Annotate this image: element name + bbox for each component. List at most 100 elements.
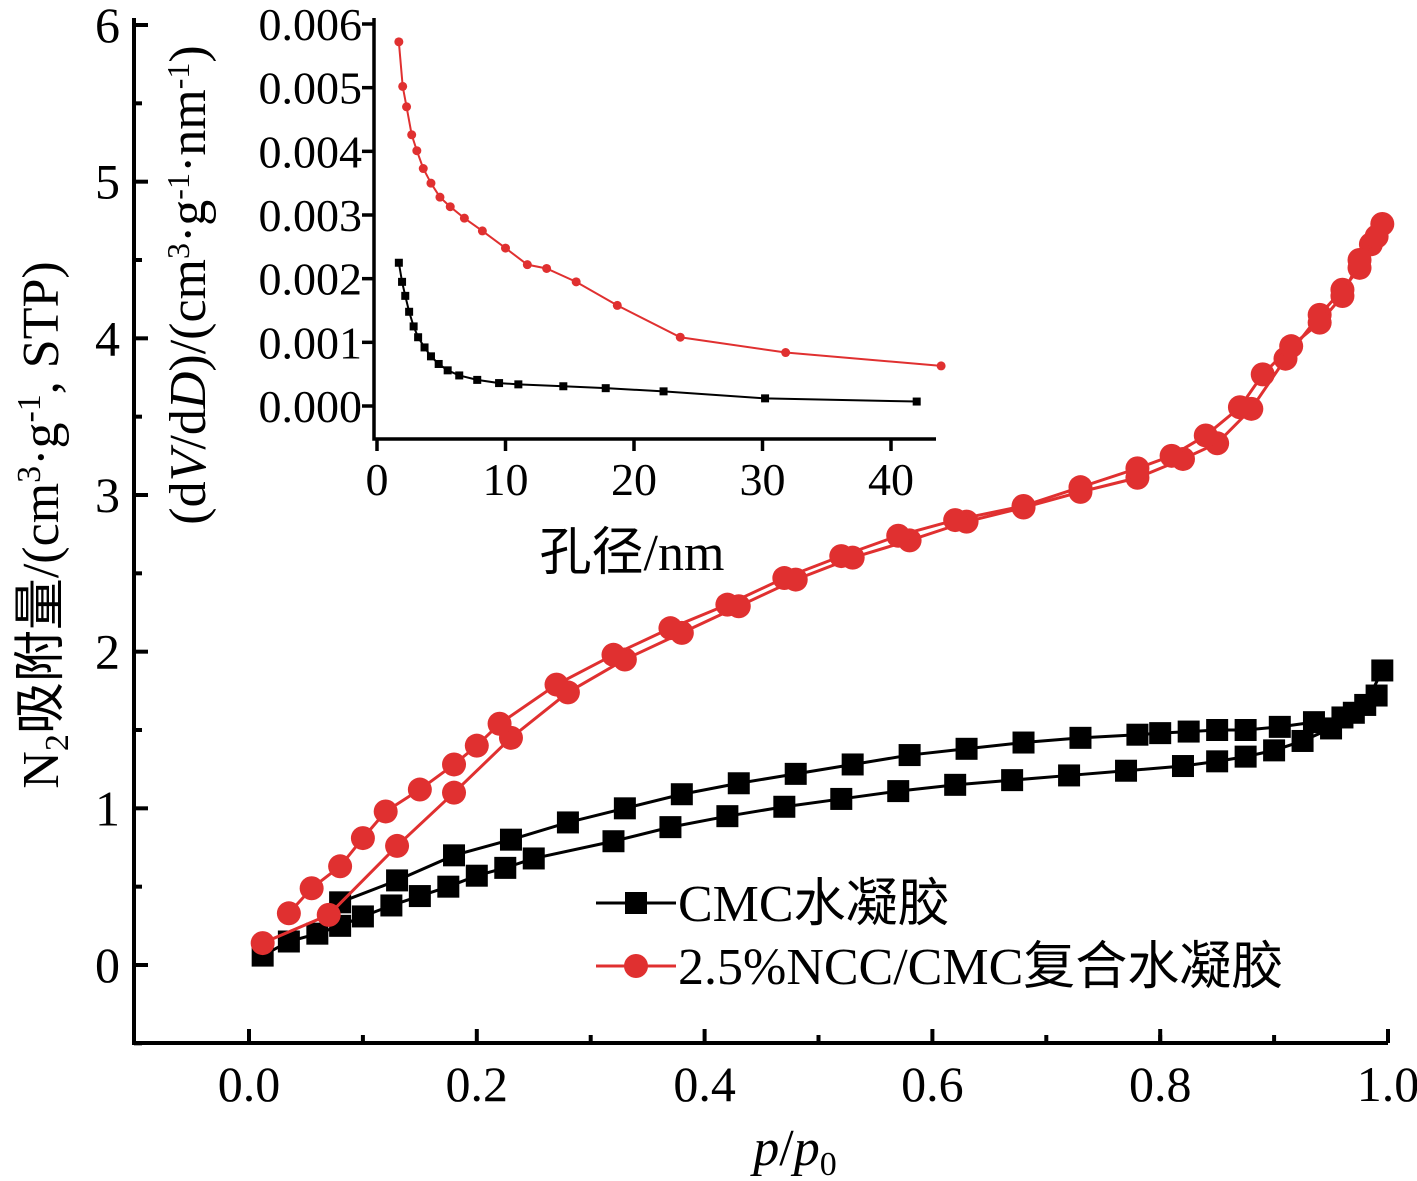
main-data-point — [830, 787, 853, 810]
inset-x-tick-label: 30 — [740, 454, 786, 505]
main-data-point — [556, 811, 579, 834]
main-data-point — [1268, 715, 1291, 738]
main-data-point — [1125, 456, 1150, 481]
inset-series-line — [397, 41, 942, 367]
main-x-ticks: 0.0 0.2 0.4 0.6 0.8 1.0 — [218, 1029, 1417, 1112]
main-data-point — [1291, 729, 1314, 752]
main-data-point — [1250, 362, 1275, 387]
inset-data-point — [426, 178, 436, 188]
main-data-point — [1206, 719, 1229, 741]
inset-data-point — [659, 387, 668, 396]
inset-y-tick-label: 0.002 — [259, 254, 363, 305]
main-data-point — [841, 753, 864, 776]
inset-data-point — [401, 291, 410, 300]
main-data-point — [544, 672, 569, 697]
main-data-point — [386, 869, 409, 892]
inset-data-point — [398, 81, 408, 91]
main-y-tick-label: 2 — [95, 624, 120, 680]
inset-y-tick-label: 0.004 — [259, 126, 363, 177]
main-data-point — [250, 931, 275, 956]
main-data-point — [385, 833, 410, 858]
main-data-point — [522, 847, 545, 870]
inset-data-point — [412, 146, 422, 156]
main-data-point — [1234, 719, 1257, 741]
main-data-point — [613, 797, 636, 820]
inset-data-point — [495, 379, 504, 388]
main-data-point — [886, 523, 911, 548]
main-data-point — [328, 854, 353, 879]
main-x-tick-label: 0.8 — [1129, 1056, 1192, 1112]
main-x-axis-title: p/p0 — [749, 1120, 836, 1181]
main-data-point — [277, 930, 300, 953]
inset-data-point — [434, 359, 443, 368]
inset-y-tick-label: 0.005 — [259, 63, 363, 114]
inset-x-axis-title: 孔径/nm — [540, 525, 725, 582]
main-data-point — [1149, 722, 1172, 745]
main-series-line-desorption — [287, 235, 1378, 915]
main-data-point — [464, 733, 489, 758]
main-data-point — [1001, 769, 1024, 792]
inset-x-tick-label: 10 — [483, 454, 529, 505]
inset-data-point — [402, 102, 412, 112]
main-data-point — [351, 905, 374, 928]
main-x-tick-label: 0.4 — [673, 1056, 736, 1112]
inset-y-axis-title: (dV/dD)/(cm3·g-1·nm-1) — [160, 45, 217, 524]
main-data-point — [1279, 334, 1304, 359]
inset-y-ticks: 0.000 0.001 0.002 0.003 0.004 0.005 0.006 — [259, 0, 374, 432]
main-y-ticks: 0 1 2 3 4 5 6 — [95, 0, 148, 1046]
main-data-point — [1058, 764, 1081, 787]
main-y-tick-label: 6 — [95, 0, 120, 53]
inset-y-tick-label: 0.003 — [259, 190, 363, 241]
inset-series — [394, 37, 946, 406]
inset-data-point — [559, 382, 568, 391]
main-data-point — [784, 762, 807, 785]
main-data-point — [1263, 739, 1286, 762]
main-y-tick-label: 4 — [95, 310, 120, 366]
main-y-tick-label: 0 — [95, 937, 120, 993]
main-y-tick-label: 5 — [95, 154, 120, 210]
inset-plot: 0.000 0.001 0.002 0.003 0.004 0.005 0.006 0 10 2… — [160, 0, 946, 582]
main-data-point — [1177, 720, 1200, 743]
main-data-point — [1069, 726, 1092, 749]
inset-data-point — [473, 375, 482, 384]
inset-series-1 — [394, 37, 946, 371]
main-data-point — [1159, 443, 1184, 468]
main-data-point — [276, 901, 301, 926]
inset-data-point — [394, 37, 404, 47]
main-data-point — [380, 894, 403, 917]
main-data-point — [1330, 284, 1355, 309]
main-x-tick-label: 0.6 — [901, 1056, 964, 1112]
inset-x-ticks: 0 10 20 30 40 — [366, 439, 914, 505]
main-data-point — [1115, 759, 1138, 782]
main-data-point — [829, 544, 854, 569]
inset-data-point — [781, 348, 791, 358]
main-data-point — [408, 885, 431, 908]
inset-series-0 — [394, 258, 921, 406]
inset-data-point — [761, 394, 770, 403]
main-data-point — [659, 816, 682, 839]
main-plot: 0 1 2 3 4 5 6 0.0 0.2 0.4 0.6 0.8 1.0 p/p0 N2吸附量/(c… — [11, 0, 1417, 1181]
inset-data-point — [675, 332, 685, 342]
main-data-point — [494, 856, 517, 879]
inset-data-point — [407, 130, 417, 140]
main-data-point — [1206, 750, 1229, 773]
inset-data-point — [542, 263, 552, 273]
main-y-tick-label: 3 — [95, 467, 120, 523]
inset-data-point — [612, 300, 622, 310]
main-data-point — [955, 737, 978, 760]
main-data-point — [944, 773, 967, 796]
main-data-point — [487, 711, 512, 736]
main-data-point — [373, 799, 398, 824]
main-data-point — [773, 795, 796, 818]
inset-data-point — [414, 333, 423, 342]
inset-x-tick-label: 0 — [366, 454, 389, 505]
inset-data-point — [435, 192, 445, 202]
main-data-point — [602, 830, 625, 853]
main-y-axis-title: N2吸附量/(cm3·g-1, STP) — [11, 261, 76, 788]
main-data-point — [306, 922, 329, 945]
inset-data-point — [459, 213, 469, 223]
inset-data-point — [571, 277, 581, 287]
main-data-point — [1171, 755, 1194, 778]
main-data-point — [437, 875, 460, 898]
